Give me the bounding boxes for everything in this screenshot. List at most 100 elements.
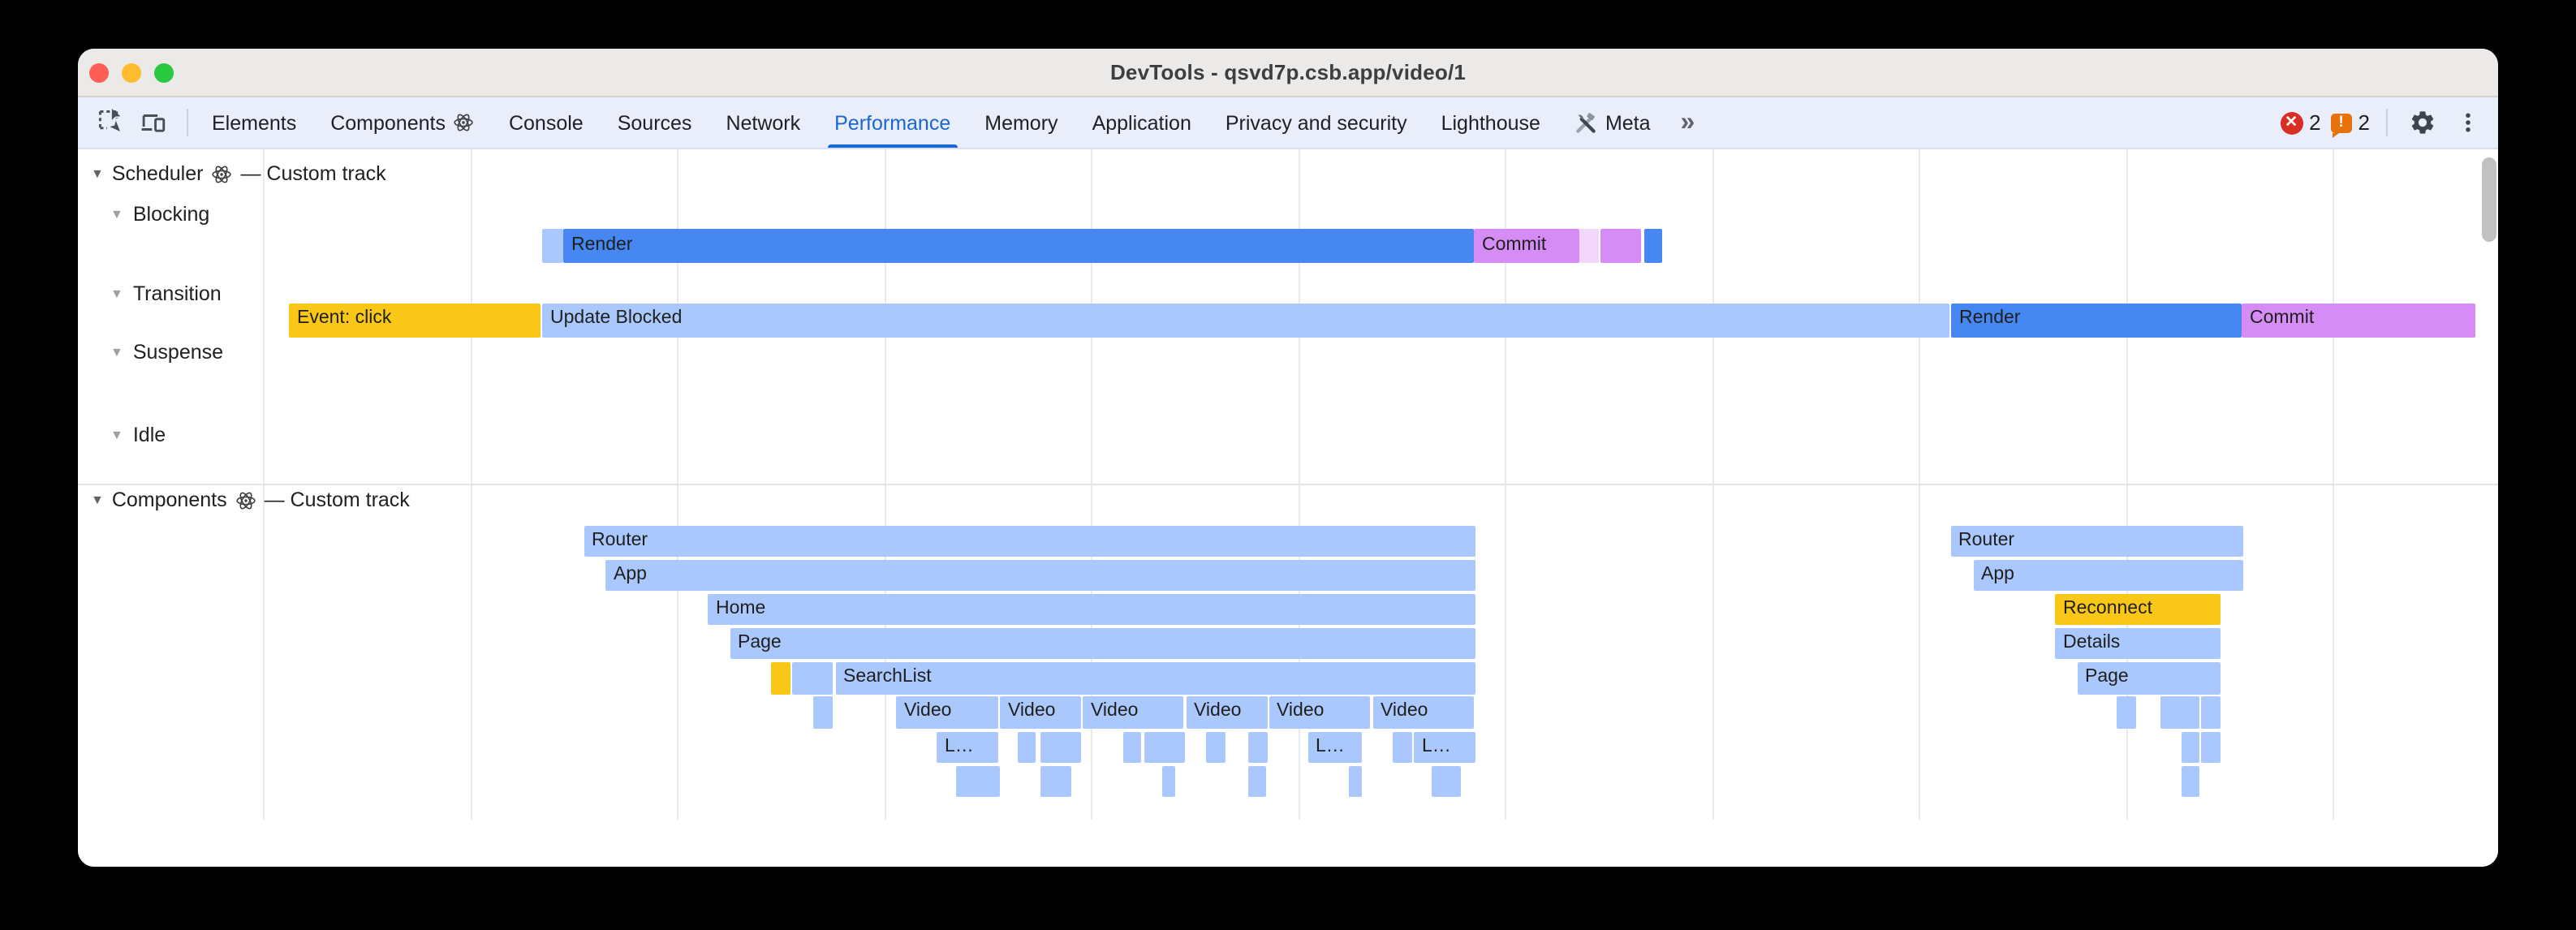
lane-label-text: Blocking — [132, 203, 210, 226]
track-separator — [78, 484, 2498, 485]
device-toolbar-icon[interactable] — [135, 105, 170, 140]
track-suffix: — Custom track — [240, 162, 386, 185]
flame-bar[interactable] — [1392, 731, 1411, 763]
tab-components[interactable]: Components — [313, 97, 492, 148]
tab-label: Console — [508, 111, 584, 134]
flame-bar[interactable] — [1579, 229, 1598, 263]
error-icon: ✕ — [2280, 111, 2303, 134]
tab-console[interactable]: Console — [492, 97, 601, 148]
flame-bar-l[interactable]: L… — [1307, 731, 1362, 763]
tab-memory[interactable]: Memory — [967, 97, 1075, 148]
window-titlebar: DevTools - qsvd7p.csb.app/video/1 — [78, 49, 2498, 97]
flame-bar[interactable] — [2200, 731, 2220, 763]
tab-label: Lighthouse — [1441, 111, 1540, 134]
tab-lighthouse[interactable]: Lighthouse — [1424, 97, 1557, 148]
collapse-triangle-icon[interactable]: ▼ — [110, 427, 123, 441]
vertical-scrollbar[interactable] — [2481, 157, 2496, 242]
kebab-menu-icon[interactable] — [2449, 105, 2485, 140]
flame-bar-video[interactable]: Video — [1372, 696, 1473, 728]
flame-bar-video[interactable]: Video — [1269, 696, 1370, 728]
flame-bar[interactable] — [1122, 731, 1140, 763]
tab-performance[interactable]: Performance — [817, 97, 967, 148]
console-warnings[interactable]: ! 2 — [2330, 110, 2370, 137]
tab-sources[interactable]: Sources — [601, 97, 709, 148]
close-button[interactable] — [89, 62, 109, 82]
lane-suspense[interactable]: ▼ Suspense — [110, 341, 223, 364]
flame-bar[interactable] — [1644, 229, 1662, 263]
lane-idle[interactable]: ▼ Idle — [110, 424, 166, 446]
flame-bar[interactable] — [2181, 731, 2199, 763]
flame-bar[interactable] — [1040, 765, 1071, 797]
flame-bar-l[interactable]: L… — [937, 731, 998, 763]
collapse-triangle-icon[interactable]: ▼ — [91, 492, 104, 506]
collapse-triangle-icon[interactable]: ▼ — [110, 286, 123, 300]
flame-bar-searchlist[interactable]: SearchList — [835, 662, 1475, 694]
flame-bar-update-blocked[interactable]: Update Blocked — [542, 303, 1949, 337]
more-tabs-icon[interactable]: » — [1680, 108, 1695, 136]
lane-blocking[interactable]: ▼ Blocking — [110, 203, 209, 226]
flame-bar[interactable] — [2181, 765, 2199, 797]
flame-bar-commit[interactable]: Commit — [2242, 303, 2475, 337]
tab-meta[interactable]: Meta — [1557, 97, 1668, 148]
flame-bar-reconnect[interactable]: Reconnect — [2055, 593, 2220, 625]
flame-bar[interactable] — [771, 662, 790, 694]
track-header-scheduler[interactable]: ▼ Scheduler — Custom track — [91, 162, 386, 185]
minimize-button[interactable] — [122, 62, 141, 82]
tab-elements[interactable]: Elements — [195, 97, 313, 148]
tab-privacy-and-security[interactable]: Privacy and security — [1208, 97, 1424, 148]
flame-bar[interactable] — [2160, 696, 2199, 728]
flame-bar-video[interactable]: Video — [1186, 696, 1267, 728]
flame-bar-details[interactable]: Details — [2055, 627, 2220, 659]
flame-bar-app[interactable]: App — [605, 559, 1475, 591]
flame-bar-render[interactable]: Render — [563, 229, 1474, 263]
flame-bar-commit[interactable]: Commit — [1474, 229, 1579, 263]
collapse-triangle-icon[interactable]: ▼ — [110, 206, 123, 221]
devtools-window: DevTools - qsvd7p.csb.app/video/1 — [78, 49, 2498, 867]
flame-bar-page[interactable]: Page — [730, 627, 1475, 659]
collapse-triangle-icon[interactable]: ▼ — [110, 344, 123, 359]
tab-label: Components — [330, 111, 446, 134]
flame-bar[interactable] — [1162, 765, 1175, 797]
tab-network[interactable]: Network — [709, 97, 817, 148]
flame-bar-router[interactable]: Router — [584, 525, 1475, 557]
flame-bar[interactable] — [1432, 765, 1460, 797]
lane-label-text: Suspense — [132, 341, 224, 364]
flame-bar[interactable] — [792, 662, 833, 694]
flame-bar-video[interactable]: Video — [1083, 696, 1183, 728]
console-errors[interactable]: ✕ 2 — [2280, 110, 2321, 135]
flame-bar-home[interactable]: Home — [708, 593, 1475, 625]
flame-bar[interactable] — [1247, 731, 1267, 763]
flame-bar[interactable] — [2200, 696, 2220, 728]
flame-bar-video[interactable]: Video — [1000, 696, 1080, 728]
flame-bar-video[interactable]: Video — [896, 696, 997, 728]
settings-gear-icon[interactable] — [2404, 105, 2440, 140]
track-header-components[interactable]: ▼ Components — Custom track — [91, 489, 410, 511]
flame-bar-render[interactable]: Render — [1951, 303, 2242, 337]
flame-bar[interactable] — [1600, 229, 1641, 263]
traffic-lights — [89, 49, 174, 96]
flame-bar[interactable] — [956, 765, 1000, 797]
flame-bar-page[interactable]: Page — [2077, 662, 2220, 694]
tab-label: Application — [1092, 111, 1191, 134]
warning-icon: ! — [2330, 113, 2352, 137]
flame-bar[interactable] — [1349, 765, 1362, 797]
flame-bar[interactable] — [542, 229, 563, 263]
flame-bar-router[interactable]: Router — [1950, 525, 2242, 557]
tab-application[interactable]: Application — [1075, 97, 1208, 148]
zoom-button[interactable] — [154, 62, 174, 82]
flame-bar-event-click[interactable]: Event: click — [289, 303, 541, 337]
flame-bar[interactable] — [1248, 765, 1266, 797]
flame-bar-app[interactable]: App — [1973, 559, 2242, 591]
collapse-triangle-icon[interactable]: ▼ — [91, 166, 104, 180]
flame-bar[interactable] — [813, 696, 833, 728]
flame-bar[interactable] — [1040, 731, 1080, 763]
flame-bar[interactable] — [2117, 696, 2136, 728]
inspect-element-icon[interactable] — [93, 105, 128, 140]
lane-label-text: Transition — [132, 282, 222, 305]
flame-bar[interactable] — [1144, 731, 1185, 763]
lane-transition[interactable]: ▼ Transition — [110, 282, 222, 305]
flame-bar-l[interactable]: L… — [1414, 731, 1475, 763]
warning-count: 2 — [2358, 110, 2370, 135]
flame-bar[interactable] — [1018, 731, 1036, 763]
flame-bar[interactable] — [1206, 731, 1226, 763]
